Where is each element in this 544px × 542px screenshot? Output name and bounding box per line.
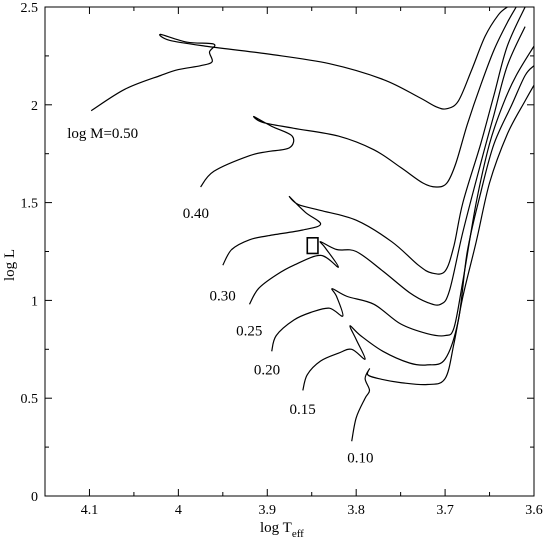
- track-line-5: [302, 65, 534, 391]
- track-line-3: [248, 26, 526, 306]
- marker-box: [306, 237, 319, 255]
- track-line-4: [271, 45, 534, 352]
- y-axis-title: log L: [2, 249, 18, 281]
- track-line-6: [351, 84, 534, 442]
- track-line-2: [222, 7, 526, 275]
- y-tick-label: 0: [31, 490, 38, 505]
- evolution-tracks: [90, 7, 534, 442]
- track-label: 0.15: [290, 402, 316, 418]
- x-tick-label: 3.7: [436, 503, 454, 518]
- x-tick-label: 3.9: [259, 503, 277, 518]
- x-tick-label: 4.1: [81, 503, 99, 518]
- plot-frame: [44, 6, 535, 497]
- x-axis-title-main: log T: [260, 520, 292, 536]
- track-labels: log M=0.50 0.40 0.30 0.25 0.20 0.15 0.10: [67, 126, 373, 467]
- y-tick-label: 2: [31, 99, 38, 114]
- y-tick-label: 2.5: [21, 1, 39, 16]
- track-label: log M=0.50: [67, 126, 138, 142]
- x-axis-title-sub: eff: [292, 528, 304, 540]
- x-tick-label: 4: [175, 503, 182, 518]
- y-tick-label: 1: [31, 294, 38, 309]
- track-label: 0.40: [183, 206, 209, 222]
- track-label: 0.10: [347, 451, 373, 467]
- track-label: 0.25: [236, 324, 262, 340]
- track-label: 0.20: [254, 363, 280, 379]
- y-tick-label: 0.5: [21, 392, 39, 407]
- track-line-0: [90, 7, 508, 112]
- track-line-1: [200, 7, 517, 188]
- x-axis-title: log Teff: [260, 520, 304, 540]
- x-tick-label: 3.6: [525, 503, 543, 518]
- tick-labels: 4.1 4 3.9 3.8 3.7 3.6 0 0.5 1 1.5 2 2.5: [21, 1, 543, 518]
- y-tick-label: 1.5: [21, 197, 39, 212]
- track-label: 0.30: [209, 288, 235, 304]
- x-tick-label: 3.8: [347, 503, 365, 518]
- axis-ticks: [44, 6, 535, 497]
